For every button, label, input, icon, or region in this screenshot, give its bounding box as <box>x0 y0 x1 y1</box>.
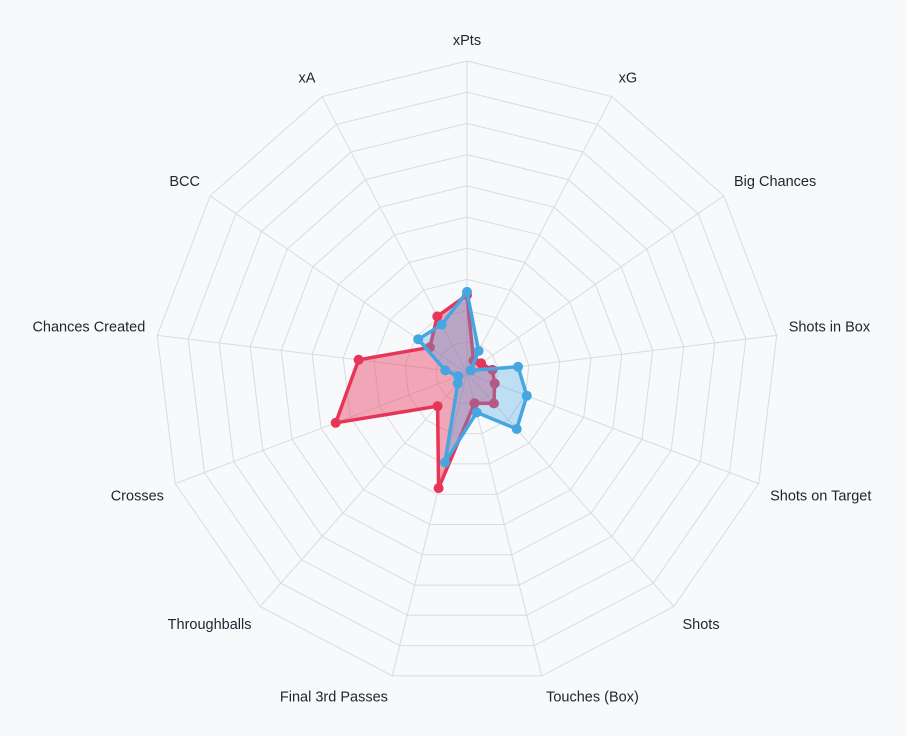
grid-spoke <box>466 195 725 374</box>
axis-label-xpts: xPts <box>453 33 481 49</box>
axis-label-big-chances: Big Chances <box>734 174 816 190</box>
blue-player-data-point-shots-in-box[interactable] <box>513 361 524 372</box>
grid-spoke <box>175 372 468 485</box>
axis-label-touches-box: Touches (Box) <box>546 690 639 706</box>
red-player-data-point-chances-created[interactable] <box>353 354 364 365</box>
red-player-data-point-big-chances[interactable] <box>476 358 487 369</box>
grid-spoke <box>466 372 543 677</box>
grid-ring <box>342 247 592 495</box>
axis-label-xg: xG <box>619 70 638 86</box>
red-player-data-point-final-3rd-passes[interactable] <box>433 483 444 494</box>
red-player-data-point-xa[interactable] <box>432 311 443 322</box>
axis-label-crosses: Crosses <box>111 489 164 505</box>
grid-spoke <box>466 96 613 374</box>
red-player-data-point-crosses[interactable] <box>330 417 341 428</box>
grid-ring <box>249 154 685 586</box>
blue-player-data-point-xg[interactable] <box>473 345 484 356</box>
blue-player-data-point-chances-created[interactable] <box>440 365 451 376</box>
axis-label-final-3rd-passes: Final 3rd Passes <box>280 690 388 706</box>
blue-player-series-outline <box>416 290 529 465</box>
red-player-data-point-touches-box[interactable] <box>469 398 480 409</box>
red-player-data-point-throughballs[interactable] <box>432 401 443 412</box>
grid-spoke <box>391 372 468 677</box>
blue-player-series-area <box>418 291 527 463</box>
blue-player-data-point-shots[interactable] <box>511 424 522 434</box>
grid-spoke <box>259 372 468 607</box>
red-player-series-area <box>335 295 495 489</box>
blue-player-data-point-xa[interactable] <box>436 319 447 330</box>
grid-ring <box>373 278 561 465</box>
grid-ring <box>187 91 747 647</box>
axis-label-shots: Shots <box>683 617 720 633</box>
blue-player-data-point-touches-box[interactable] <box>471 407 482 418</box>
red-player-data-point-shots-on-target[interactable] <box>489 378 500 389</box>
grid-spoke <box>157 334 468 374</box>
grid-ring <box>435 341 499 404</box>
axis-label-xa: xA <box>298 70 315 86</box>
grid-spoke <box>466 372 759 485</box>
axis-label-shots-on-target: Shots on Target <box>770 489 871 505</box>
blue-player-data-point-big-chances[interactable] <box>465 365 476 376</box>
blue-player-data-point-crosses[interactable] <box>453 371 464 382</box>
blue-player-data-point-xpts[interactable] <box>462 286 472 297</box>
blue-player-data-point-throughballs[interactable] <box>452 378 463 389</box>
blue-player-data-point-final-3rd-passes[interactable] <box>440 457 450 468</box>
axis-label-throughballs: Throughballs <box>168 617 252 633</box>
red-player-data-point-shots[interactable] <box>488 398 499 409</box>
blue-player-data-point-bcc[interactable] <box>413 334 424 345</box>
blue-player-data-point-shots-on-target[interactable] <box>521 390 532 401</box>
grid-ring <box>280 185 654 556</box>
axis-label-bcc: BCC <box>169 174 200 190</box>
grid-ring <box>218 122 716 616</box>
axis-label-shots-in-box: Shots in Box <box>789 320 871 336</box>
grid-ring <box>404 310 530 435</box>
grid-spoke <box>466 372 675 607</box>
grid-ring <box>156 60 778 677</box>
grid-spoke <box>209 195 468 374</box>
grid-ring <box>311 216 623 525</box>
axis-label-chances-created: Chances Created <box>32 320 145 336</box>
